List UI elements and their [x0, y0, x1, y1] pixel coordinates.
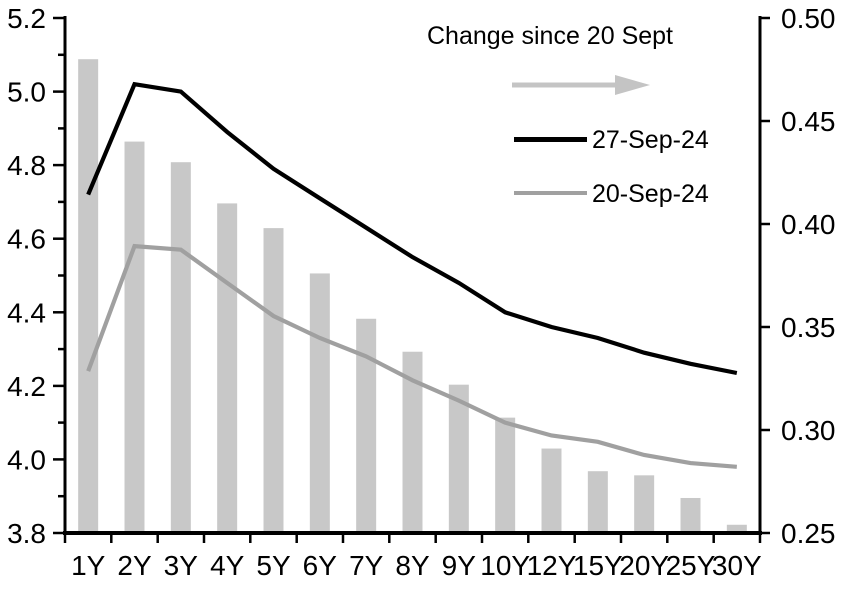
x-axis-label-5Y: 5Y	[256, 550, 291, 581]
x-axis-label-2Y: 2Y	[117, 550, 152, 581]
bar-6Y	[309, 273, 330, 533]
x-axis-label-4Y: 4Y	[210, 550, 245, 581]
x-axis-label-7Y: 7Y	[349, 550, 384, 581]
left-axis-tick-label: 4.4	[7, 297, 46, 328]
x-axis-label-25Y: 25Y	[666, 550, 716, 581]
right-axis-tick-label: 0.50	[781, 3, 836, 34]
right-axis-tick-label: 0.25	[781, 518, 836, 549]
x-axis-label-3Y: 3Y	[164, 550, 199, 581]
right-axis-tick-label: 0.30	[781, 415, 836, 446]
left-axis-tick-label: 4.0	[7, 444, 46, 475]
right-axis-tick-label: 0.40	[781, 209, 836, 240]
bar-20Y	[634, 475, 655, 533]
bar-4Y	[217, 203, 238, 533]
x-axis-label-20Y: 20Y	[619, 550, 669, 581]
right-axis-tick-label: 0.35	[781, 312, 836, 343]
bar-25Y	[680, 497, 701, 533]
legend-line-sample-20-sep	[514, 191, 587, 195]
left-axis-tick-label: 4.8	[7, 150, 46, 181]
left-axis-tick-label: 3.8	[7, 518, 46, 549]
left-axis-tick-label: 5.0	[7, 77, 46, 108]
bar-2Y	[124, 141, 145, 533]
bar-15Y	[587, 471, 608, 533]
x-axis-label-15Y: 15Y	[573, 550, 623, 581]
bar-9Y	[448, 384, 469, 533]
legend-line-sample-27-sep	[514, 137, 587, 142]
x-axis-label-30Y: 30Y	[712, 550, 762, 581]
x-axis-label-1Y: 1Y	[71, 550, 106, 581]
line-20-Sep-24	[86, 243, 738, 469]
x-axis-label-9Y: 9Y	[442, 550, 477, 581]
x-axis-label-8Y: 8Y	[395, 550, 430, 581]
bar-30Y	[726, 524, 747, 533]
bar-5Y	[263, 228, 284, 533]
left-axis-tick-label: 4.2	[7, 371, 46, 402]
legend-label-27-sep: 27-Sep-24	[592, 126, 709, 154]
bar-12Y	[541, 448, 562, 533]
legend-title: Change since 20 Sept	[426, 22, 673, 50]
bar-8Y	[402, 351, 423, 533]
x-axis-label-10Y: 10Y	[480, 550, 530, 581]
x-axis-label-6Y: 6Y	[303, 550, 338, 581]
bar-1Y	[78, 59, 99, 533]
left-axis-tick-label: 5.2	[7, 3, 46, 34]
right-axis-tick-label: 0.45	[781, 106, 836, 137]
bar-10Y	[495, 417, 516, 533]
right-arrow-icon	[512, 75, 650, 95]
bar-3Y	[170, 162, 191, 533]
left-axis-tick-label: 4.6	[7, 224, 46, 255]
bar-7Y	[356, 318, 377, 533]
line-27-Sep-24	[86, 81, 738, 376]
legend-label-20-sep: 20-Sep-24	[592, 180, 709, 208]
arrow-head	[615, 75, 650, 95]
x-axis-label-12Y: 12Y	[527, 550, 577, 581]
